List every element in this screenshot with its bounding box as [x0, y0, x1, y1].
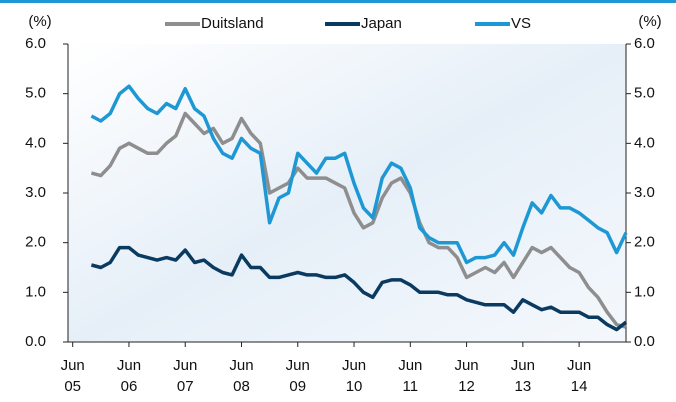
top-rule: [0, 0, 676, 3]
legend-label: Duitsland: [201, 15, 264, 32]
y-tick-label: 4.0: [25, 134, 46, 151]
y-tick-label: 5.0: [25, 85, 46, 102]
y-tick-label: 2.0: [25, 234, 46, 251]
legend-label: Japan: [361, 15, 402, 32]
y-tick-label: 3.0: [25, 184, 46, 201]
y2-tick-label: 0.0: [634, 333, 655, 350]
y2-tick-label: 1.0: [634, 283, 655, 300]
y-tick-label: 0.0: [25, 333, 46, 350]
x-tick-label: Jun 12: [454, 357, 479, 395]
series-line: [90, 84, 628, 265]
y2-tick-label: 5.0: [634, 85, 655, 102]
y2-tick-label: 2.0: [634, 234, 655, 251]
y-tick-label: 1.0: [25, 283, 46, 300]
x-tick-label: Jun 07: [173, 357, 198, 395]
x-tick-label: Jun 11: [398, 357, 423, 395]
x-tick-label: Jun 14: [567, 357, 592, 395]
y2-tick-label: 3.0: [634, 184, 655, 201]
y2-tick-label: 6.0: [634, 35, 655, 52]
y2-axis-label: (%): [638, 13, 661, 30]
series-line: [90, 245, 628, 332]
x-tick-label: Jun 08: [229, 357, 254, 395]
x-tick-label: Jun 06: [116, 357, 142, 395]
x-tick-label: Jun 10: [341, 357, 367, 395]
series-line: [90, 111, 627, 329]
legend-label: VS: [511, 15, 531, 32]
x-tick-label: Jun 09: [285, 357, 310, 395]
y-axis-label: (%): [28, 13, 51, 30]
y2-tick-label: 4.0: [634, 134, 655, 151]
x-tick-label: Jun 13: [510, 357, 535, 395]
x-tick-label: Jun 05: [60, 357, 85, 395]
y-tick-label: 6.0: [25, 35, 46, 52]
